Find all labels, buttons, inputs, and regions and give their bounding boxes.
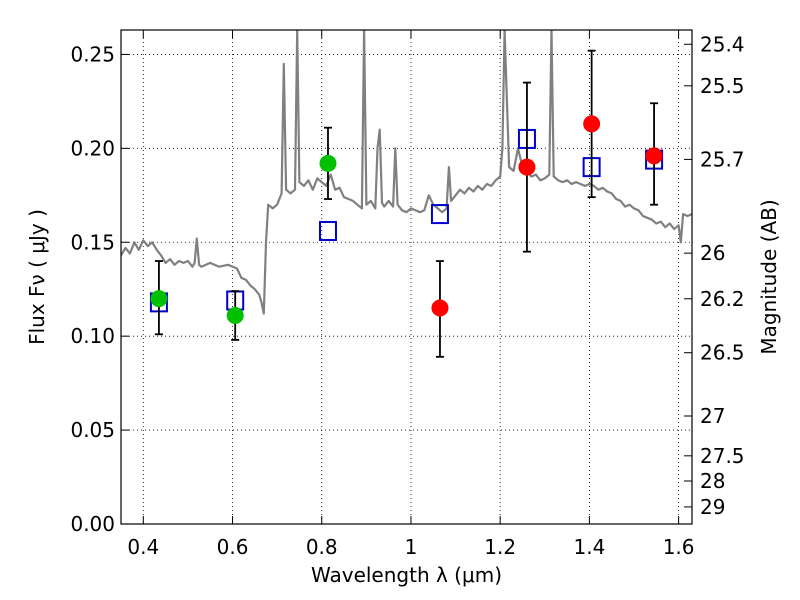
y-tick-label: 0.05: [70, 418, 115, 442]
x-tick-label: 0.6: [217, 535, 249, 559]
x-tick-label: 1.4: [573, 535, 605, 559]
right-tick-label: 26.5: [700, 341, 745, 365]
model-square-marker: [318, 220, 337, 241]
y-tick-label: 0.00: [70, 512, 115, 536]
axis-ticks: 0.4 0.6 0.8 1 1.2 1.4 1.6 0.00 0.05 0.10 0.15 0.20 0…: [70, 30, 745, 559]
right-y-axis-label: Magnitude (AB): [757, 199, 781, 354]
right-tick-label: 25.7: [700, 147, 745, 171]
y-tick-label: 0.20: [70, 136, 115, 160]
y-tick-label: 0.15: [70, 230, 115, 254]
model-square-marker: [430, 204, 449, 225]
y-axis-label: Flux Fν ( μJy ): [25, 209, 49, 345]
flux-point-marker: [319, 154, 337, 172]
right-tick-label: 27.5: [700, 444, 745, 468]
y-tick-label: 0.10: [70, 324, 115, 348]
right-tick-label: 26.2: [700, 287, 745, 311]
flux-point-marker: [226, 307, 244, 325]
grid-lines: [121, 30, 692, 525]
flux-point-marker: [431, 299, 449, 317]
x-tick-label: 0.8: [306, 535, 338, 559]
x-tick-label: 1.6: [663, 535, 695, 559]
y-tick-label: 0.25: [70, 42, 115, 66]
x-tick-label: 1.2: [484, 535, 516, 559]
right-tick-label: 29: [700, 495, 725, 519]
right-tick-label: 25.4: [700, 32, 745, 56]
model-spectrum: [121, 30, 692, 315]
right-tick-label: 25.5: [700, 74, 745, 98]
spectrum-line: [121, 30, 692, 315]
plot-frame: [120, 29, 693, 525]
flux-point-marker: [645, 147, 663, 165]
flux-point-marker: [518, 158, 536, 176]
data-markers: [149, 49, 664, 358]
x-axis-label: Wavelength λ (μm): [311, 563, 502, 587]
right-tick-label: 26: [700, 241, 725, 265]
flux-point-marker: [150, 290, 168, 308]
flux-point-marker: [583, 115, 601, 133]
x-tick-label: 0.4: [127, 535, 159, 559]
right-tick-label: 28: [700, 469, 725, 493]
right-tick-label: 27: [700, 404, 725, 428]
x-tick-label: 1: [405, 535, 418, 559]
